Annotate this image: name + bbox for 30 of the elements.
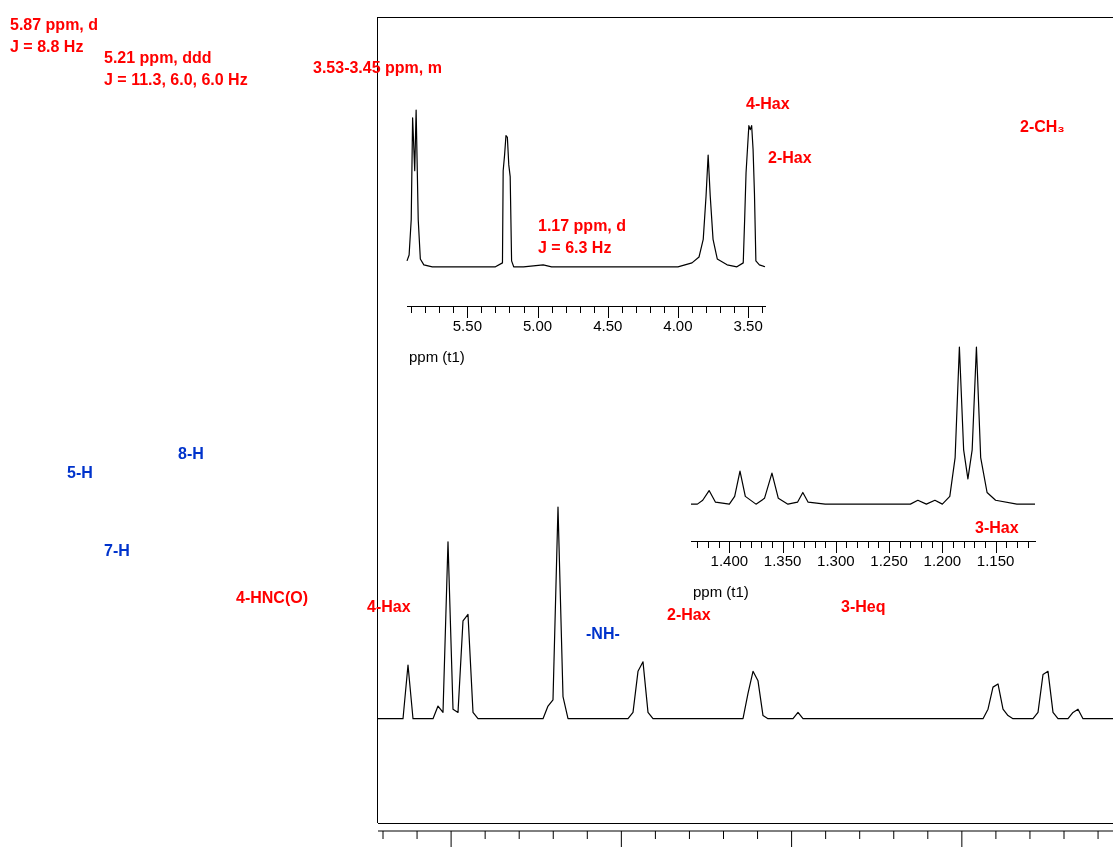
text: 5.21 ppm, ddd: [104, 48, 212, 68]
x-tick-label: 1.300: [817, 552, 855, 570]
text: J = 8.8 Hz: [10, 37, 84, 57]
x-axis-title: ppm (t1): [409, 347, 465, 365]
annotation: 1.17 ppm, d: [538, 216, 627, 236]
annotation: 2-Hax: [667, 605, 711, 625]
text: 4-HNC(O): [236, 588, 308, 608]
x-tick-label: 1.200: [923, 552, 962, 570]
annotation: 4-Hax: [746, 94, 790, 114]
x-tick-label: 5.50: [452, 317, 482, 335]
annotation: -NH-: [586, 624, 620, 644]
x-tick-label: 3.50: [733, 317, 763, 335]
x-tick-label: 5.00: [522, 317, 553, 335]
text: 2-CH₃: [1020, 117, 1065, 137]
annotation: 3-Heq: [841, 597, 886, 617]
x-tick-label: 1.250: [870, 552, 908, 570]
x-axis-title: ppm (t1): [693, 582, 749, 600]
text: 5-H: [67, 463, 93, 483]
text: 2-Hax: [768, 148, 812, 168]
x-tick-label: 4.00: [663, 317, 693, 335]
text: J = 11.3, 6.0, 6.0 Hz: [104, 70, 248, 90]
text: 5.87 ppm, d: [10, 15, 99, 35]
annotation: 3-Hax: [975, 518, 1019, 538]
annotation: J = 6.3 Hz: [538, 238, 612, 258]
x-tick-label: 4.50: [593, 317, 623, 335]
x-tick-label: 1.150: [976, 552, 1015, 570]
x-tick-label: 1.400: [710, 552, 749, 570]
text: 8-H: [178, 444, 204, 464]
text: 7-H: [104, 541, 130, 561]
x-tick-label: 1.350: [763, 552, 802, 570]
